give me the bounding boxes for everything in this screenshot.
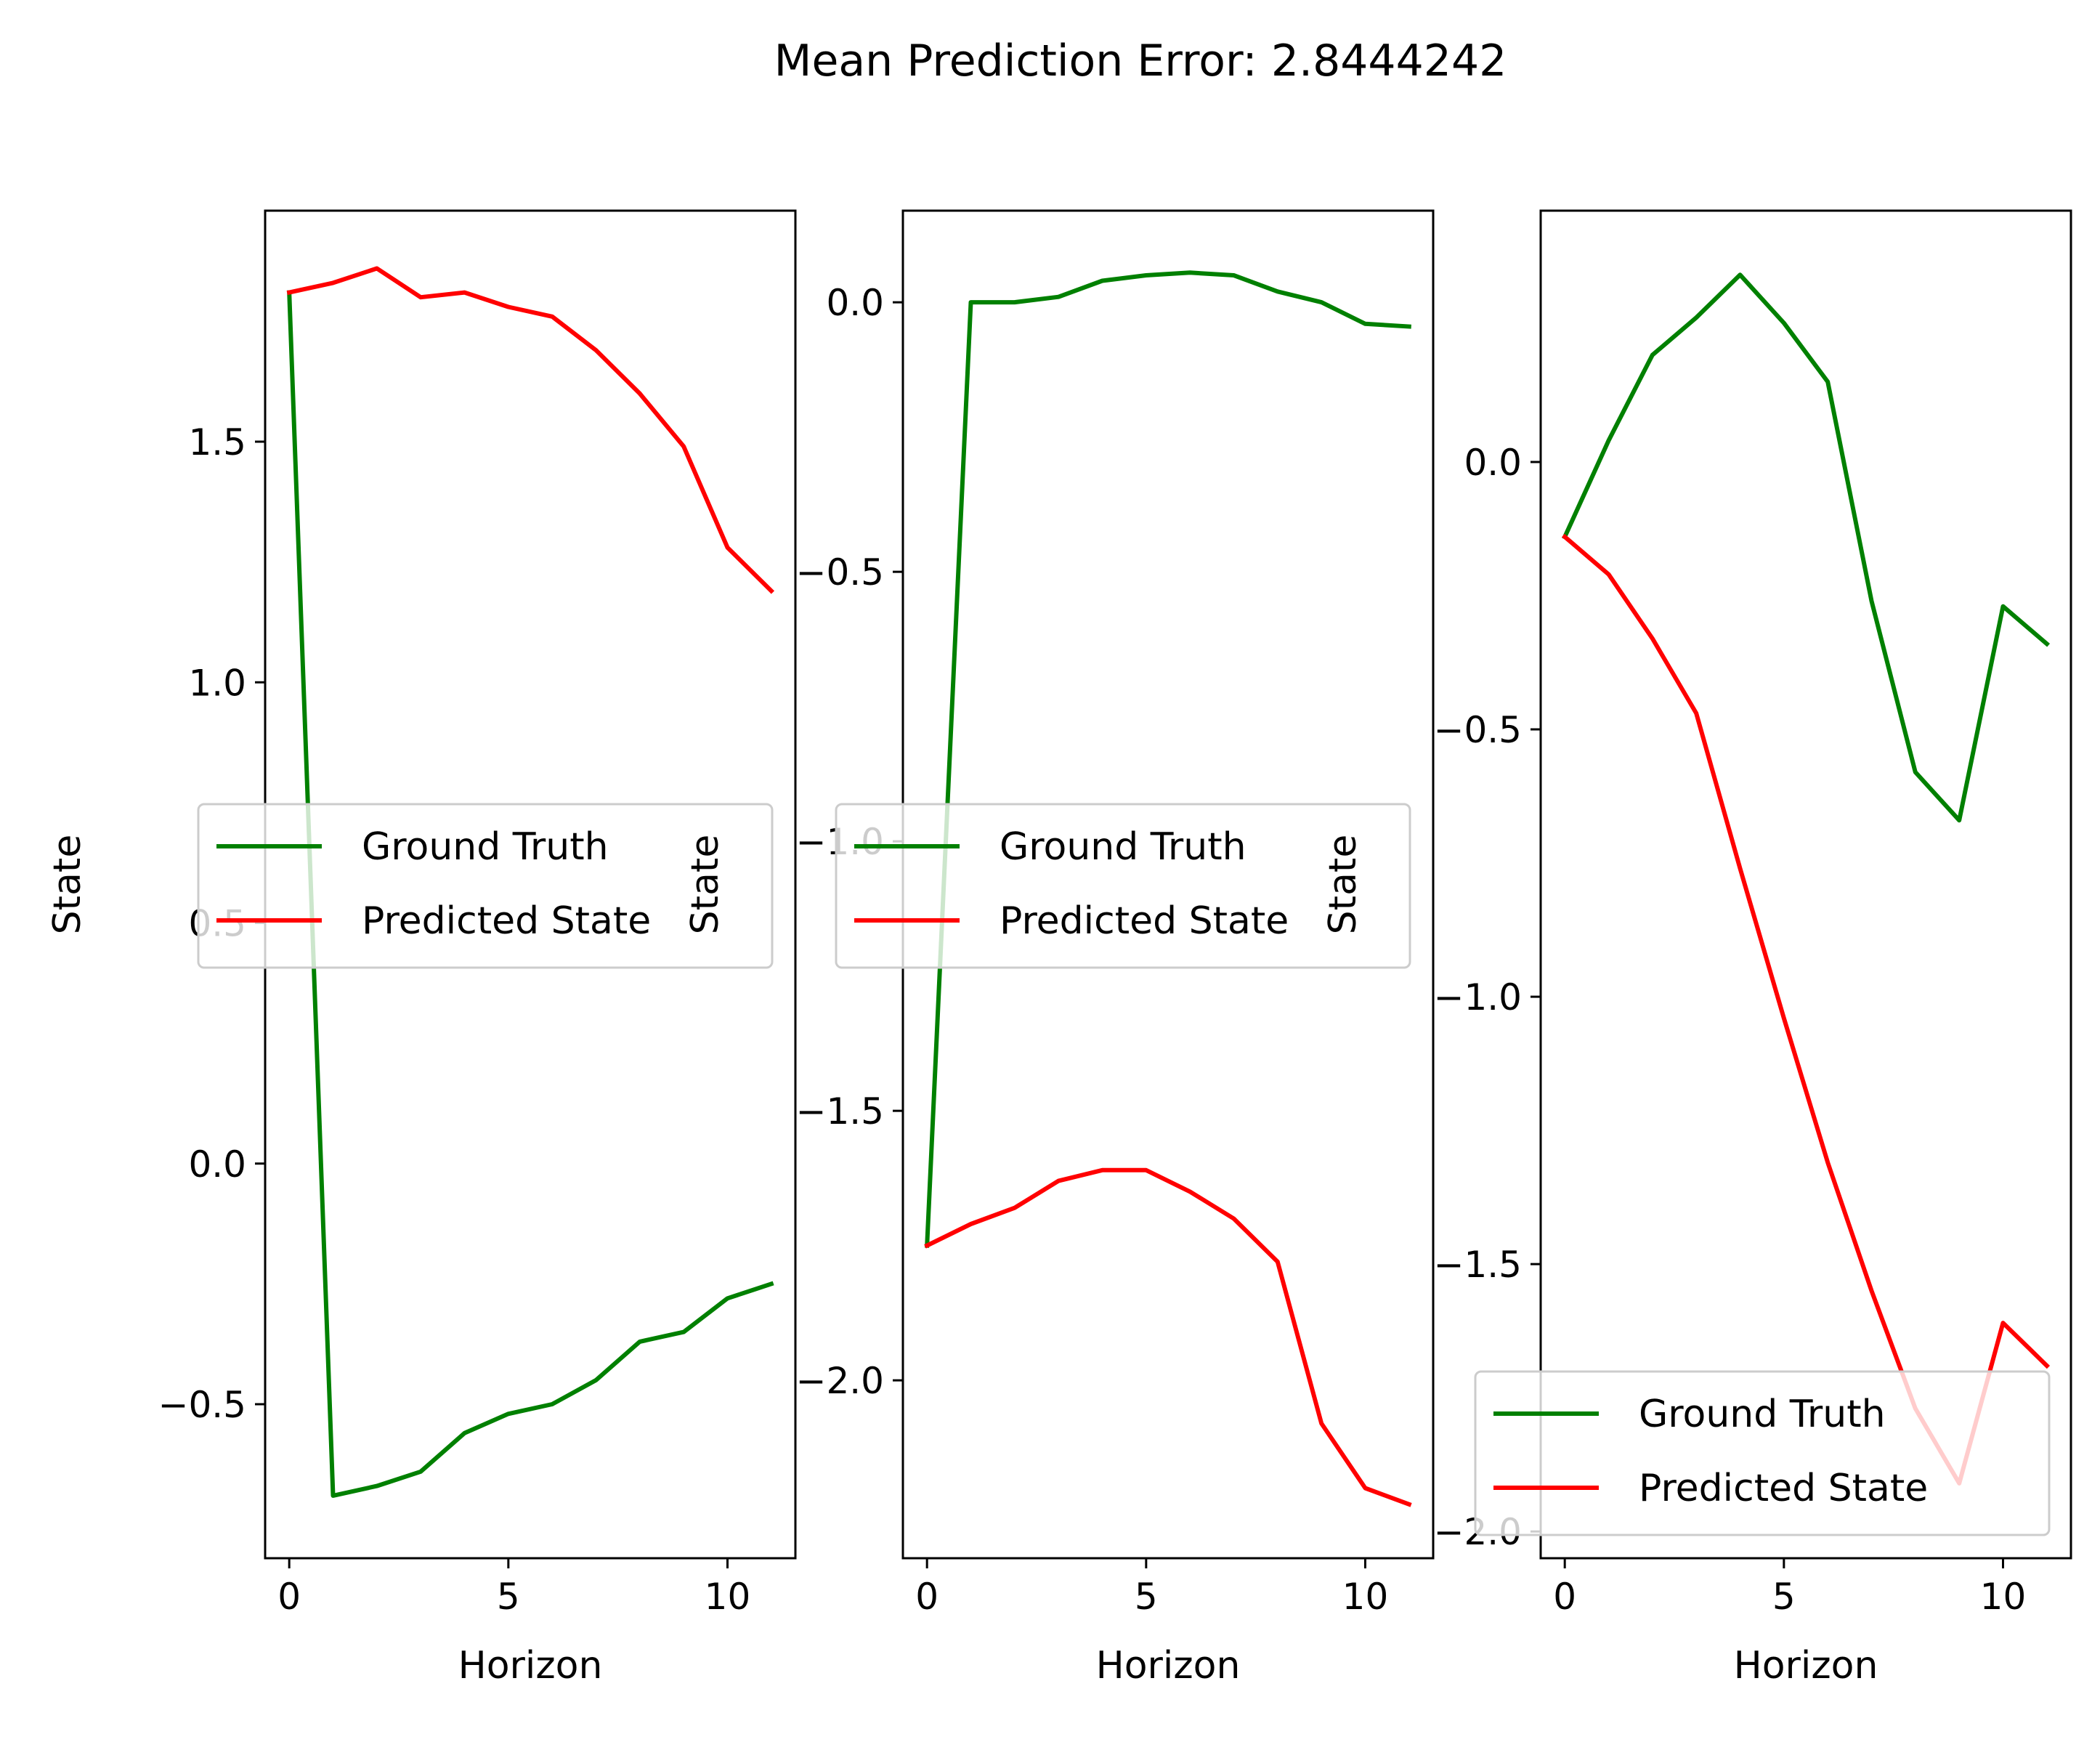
series-line-ground-truth (925, 270, 1411, 1248)
legend-label-predicted-state: Predicted State (362, 899, 651, 943)
x-axis-label: Horizon (458, 1644, 603, 1688)
y-axis-label: State (46, 835, 89, 935)
x-axis-label: Horizon (1096, 1644, 1241, 1688)
legend-label-ground-truth: Ground Truth (362, 825, 609, 869)
y-tick-label: −1.0 (1434, 976, 1522, 1018)
x-tick-label: 0 (1553, 1576, 1576, 1618)
legend: Ground Truth Predicted State (197, 803, 774, 969)
y-axis-label: State (1321, 835, 1365, 935)
legend-label-ground-truth: Ground Truth (1000, 825, 1246, 869)
x-tick-label: 0 (915, 1576, 938, 1618)
series-line-predicted-state (286, 266, 775, 594)
series-line-ground-truth (1562, 272, 2051, 823)
x-tick-label: 0 (277, 1576, 301, 1618)
y-tick-label: −0.5 (796, 551, 884, 594)
y-tick-label: −1.5 (1434, 1244, 1522, 1286)
y-tick-label: 0.0 (826, 282, 884, 324)
series-line-predicted-state (924, 1167, 1412, 1507)
legend-box (835, 803, 1411, 969)
x-tick-label: 10 (705, 1576, 751, 1618)
x-axis-label: Horizon (1734, 1644, 1878, 1688)
series-line-ground-truth (287, 290, 774, 1498)
x-tick-label: 10 (1342, 1576, 1389, 1618)
x-tick-label: 5 (1135, 1576, 1158, 1618)
legend-box (1474, 1370, 2051, 1536)
y-tick-label: −1.5 (796, 1090, 884, 1133)
axes-frame (1539, 209, 2072, 1560)
legend-box (197, 803, 774, 969)
y-tick-label: 0.0 (188, 1143, 246, 1186)
subplot-2: 0510−2.0−1.5−1.0−0.50.0HorizonStateGroun… (684, 209, 1435, 1688)
x-tick-label: 5 (497, 1576, 520, 1618)
legend-label-predicted-state: Predicted State (1639, 1467, 1928, 1510)
y-tick-label: −0.5 (1434, 709, 1522, 751)
y-tick-label: 0.0 (1464, 442, 1522, 484)
x-tick-label: 5 (1772, 1576, 1796, 1618)
legend: Ground Truth Predicted State (1474, 1370, 2051, 1536)
figure-title: Mean Prediction Error: 2.8444242 (774, 36, 1507, 86)
legend: Ground Truth Predicted State (835, 803, 1411, 969)
legend-label-predicted-state: Predicted State (1000, 899, 1289, 943)
subplot-3: 0510−2.0−1.5−1.0−0.50.0HorizonStateGroun… (1321, 209, 2072, 1688)
x-tick-label: 10 (1980, 1576, 2027, 1618)
y-tick-label: 1.5 (188, 421, 246, 463)
y-tick-label: −2.0 (796, 1360, 884, 1402)
y-tick-label: 1.0 (188, 662, 246, 704)
legend-label-ground-truth: Ground Truth (1639, 1393, 1886, 1436)
y-tick-label: −0.5 (158, 1384, 246, 1426)
y-axis-label: State (684, 835, 727, 935)
